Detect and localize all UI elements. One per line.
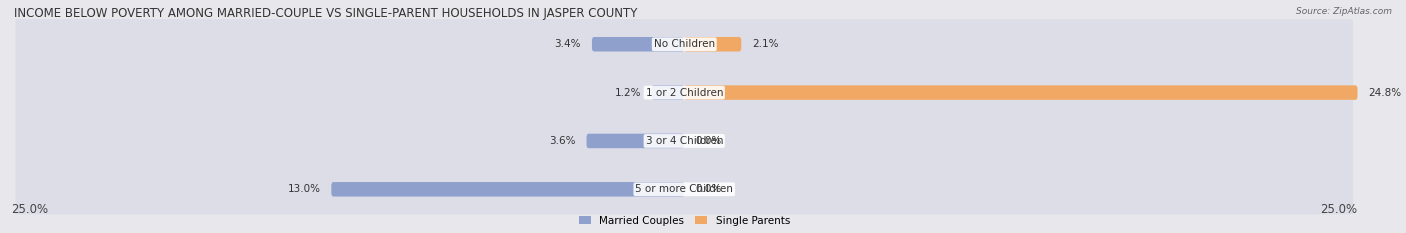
Text: 0.0%: 0.0% [695, 136, 721, 146]
Text: 25.0%: 25.0% [1320, 203, 1358, 216]
FancyBboxPatch shape [15, 116, 1353, 166]
Text: INCOME BELOW POVERTY AMONG MARRIED-COUPLE VS SINGLE-PARENT HOUSEHOLDS IN JASPER : INCOME BELOW POVERTY AMONG MARRIED-COUPL… [14, 7, 637, 20]
FancyBboxPatch shape [651, 85, 685, 100]
Text: 13.0%: 13.0% [287, 184, 321, 194]
Text: 1.2%: 1.2% [614, 88, 641, 98]
Text: 1 or 2 Children: 1 or 2 Children [645, 88, 723, 98]
Text: 3.6%: 3.6% [550, 136, 575, 146]
Legend: Married Couples, Single Parents: Married Couples, Single Parents [575, 212, 794, 230]
FancyBboxPatch shape [15, 19, 1353, 69]
FancyBboxPatch shape [15, 164, 1353, 214]
Text: 0.0%: 0.0% [695, 184, 721, 194]
Text: 3.4%: 3.4% [554, 39, 581, 49]
FancyBboxPatch shape [685, 85, 1358, 100]
FancyBboxPatch shape [332, 182, 685, 197]
FancyBboxPatch shape [586, 134, 685, 148]
Text: 5 or more Children: 5 or more Children [636, 184, 733, 194]
Text: Source: ZipAtlas.com: Source: ZipAtlas.com [1296, 7, 1392, 16]
FancyBboxPatch shape [685, 37, 741, 51]
Text: 2.1%: 2.1% [752, 39, 779, 49]
Text: 25.0%: 25.0% [11, 203, 48, 216]
FancyBboxPatch shape [592, 37, 685, 51]
Text: 3 or 4 Children: 3 or 4 Children [645, 136, 723, 146]
FancyBboxPatch shape [15, 67, 1353, 118]
Text: No Children: No Children [654, 39, 714, 49]
Text: 24.8%: 24.8% [1368, 88, 1402, 98]
